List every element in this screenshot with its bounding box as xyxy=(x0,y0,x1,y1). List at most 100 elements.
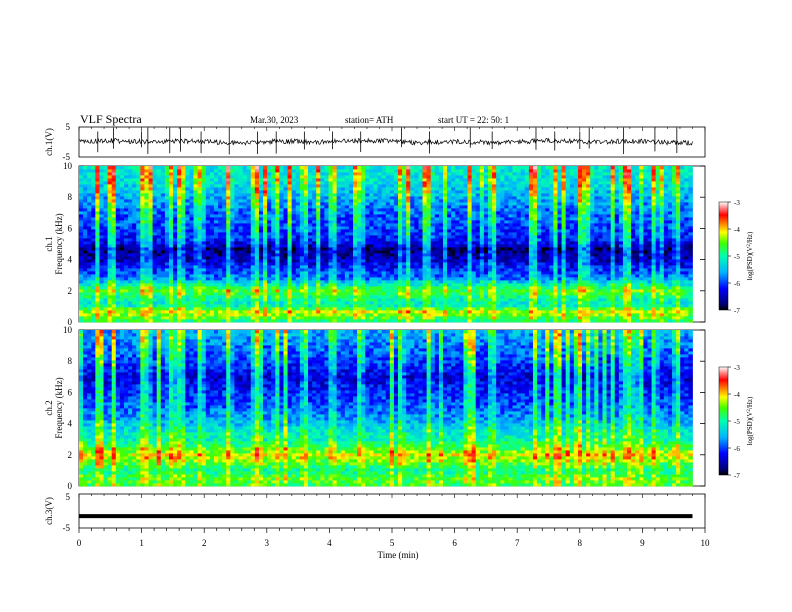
spectrogram-cell xyxy=(246,241,252,245)
spectrogram-cell xyxy=(267,310,272,314)
spectrogram-cell xyxy=(189,181,194,185)
spectrogram-cell xyxy=(361,289,366,293)
spectrogram-cell xyxy=(87,301,92,305)
spectrogram-cell xyxy=(393,307,399,311)
spectrogram-cell xyxy=(271,202,276,206)
spectrogram-cell xyxy=(177,226,182,230)
spectrogram-cell xyxy=(263,292,268,296)
spectrogram-cell xyxy=(328,301,333,305)
spectrogram-cell xyxy=(87,178,92,182)
spectrogram-cell xyxy=(213,259,219,263)
spectrogram-cell xyxy=(381,235,387,239)
spectrogram-cell xyxy=(115,298,121,302)
spectrogram-cell xyxy=(119,199,125,203)
spectrogram-cell xyxy=(193,265,199,269)
spectrogram-cell xyxy=(385,223,391,227)
spectrogram-cell xyxy=(295,202,301,206)
spectrogram-cell xyxy=(103,208,109,212)
spectrogram-cell xyxy=(275,313,280,317)
spectrogram-cell xyxy=(209,271,215,275)
spectrogram-cell xyxy=(263,268,268,272)
spectrogram-cell xyxy=(369,274,374,278)
spectrogram-cell xyxy=(451,181,456,185)
spectrogram-cell xyxy=(414,313,419,317)
spectrogram-cell xyxy=(275,295,280,299)
spectrogram-cell xyxy=(385,196,391,200)
spectrogram-cell xyxy=(393,247,399,251)
spectrogram-cell xyxy=(148,178,154,182)
spectrogram-cell xyxy=(263,205,268,209)
spectrogram-cell xyxy=(140,199,145,203)
spectrogram-cell xyxy=(201,172,207,176)
spectrogram-cell xyxy=(295,244,301,248)
spectrogram-cell xyxy=(377,178,383,182)
spectrogram-cell xyxy=(128,187,133,191)
spectrogram-cell xyxy=(373,256,378,260)
spectrogram-cell xyxy=(222,205,227,209)
spectrogram-cell xyxy=(193,283,199,287)
spectrogram-cell xyxy=(95,220,100,224)
spectrogram-cell xyxy=(357,247,362,251)
spectrogram-cell xyxy=(332,205,338,209)
spectrogram-cell xyxy=(136,220,141,224)
spectrogram-cell xyxy=(189,214,194,218)
spectrogram-cell xyxy=(79,211,84,215)
spectrogram-cell xyxy=(140,247,145,251)
spectrogram-cell xyxy=(128,199,133,203)
spectrogram-cell xyxy=(459,265,464,269)
spectrogram-cell xyxy=(250,205,256,209)
spectrogram-cell xyxy=(381,232,387,236)
spectrogram-cell xyxy=(103,253,109,257)
spectrogram-cell xyxy=(115,226,121,230)
spectrogram-cell xyxy=(107,310,113,314)
spectrogram-cell xyxy=(381,265,387,269)
spectrogram-cell xyxy=(324,232,329,236)
spectrogram-cell xyxy=(267,169,272,173)
spectrogram-cell xyxy=(128,301,133,305)
spectrogram-cell xyxy=(201,241,207,245)
spectrogram-cell xyxy=(123,307,129,311)
spectrogram-cell xyxy=(398,187,403,191)
spectrogram-cell xyxy=(115,211,121,215)
spectrogram-cell xyxy=(393,235,399,239)
spectrogram-cell xyxy=(324,274,329,278)
spectrogram-cell xyxy=(320,256,325,260)
spectrogram-cell xyxy=(381,316,387,320)
spectrogram-cell xyxy=(434,226,440,230)
spectrogram-cell xyxy=(230,244,235,248)
spectrogram-cell xyxy=(197,268,203,272)
spectrogram-cell xyxy=(115,217,121,221)
spectrogram-cell xyxy=(414,184,419,188)
spectrogram-cell xyxy=(434,175,440,179)
spectrogram-cell xyxy=(348,247,354,251)
spectrogram-cell xyxy=(389,247,395,251)
spectrogram-cell xyxy=(385,301,391,305)
spectrogram-cell xyxy=(414,175,419,179)
spectrogram-cell xyxy=(136,208,141,212)
spectrogram-cell xyxy=(402,181,407,185)
spectrogram-cell xyxy=(87,166,92,170)
spectrogram-cell xyxy=(275,280,280,284)
spectrogram-cell xyxy=(287,190,293,194)
spectrogram-cell xyxy=(267,196,272,200)
spectrogram-cell xyxy=(348,259,354,263)
spectrogram-cell xyxy=(348,208,354,212)
spectrogram-cell xyxy=(91,166,96,170)
spectrogram-cell xyxy=(410,223,415,227)
spectrogram-cell xyxy=(287,187,293,191)
spectrogram-cell xyxy=(250,187,256,191)
spectrogram-cell xyxy=(156,235,162,239)
spectrogram-cell xyxy=(144,316,149,320)
spectrogram-cell xyxy=(414,283,419,287)
spectrogram-cell xyxy=(393,286,399,290)
spectrogram-cell xyxy=(205,274,211,278)
spectrogram-cell xyxy=(234,241,239,245)
spectrogram-cell xyxy=(340,169,346,173)
spectrogram-cell xyxy=(164,319,170,323)
spectrogram-cell xyxy=(455,307,460,311)
spectrogram-cell xyxy=(164,310,170,314)
spectrogram-cell xyxy=(254,259,260,263)
spectrogram-cell xyxy=(398,226,403,230)
spectrogram-cell xyxy=(308,310,313,314)
spectrogram-cell xyxy=(422,214,428,218)
